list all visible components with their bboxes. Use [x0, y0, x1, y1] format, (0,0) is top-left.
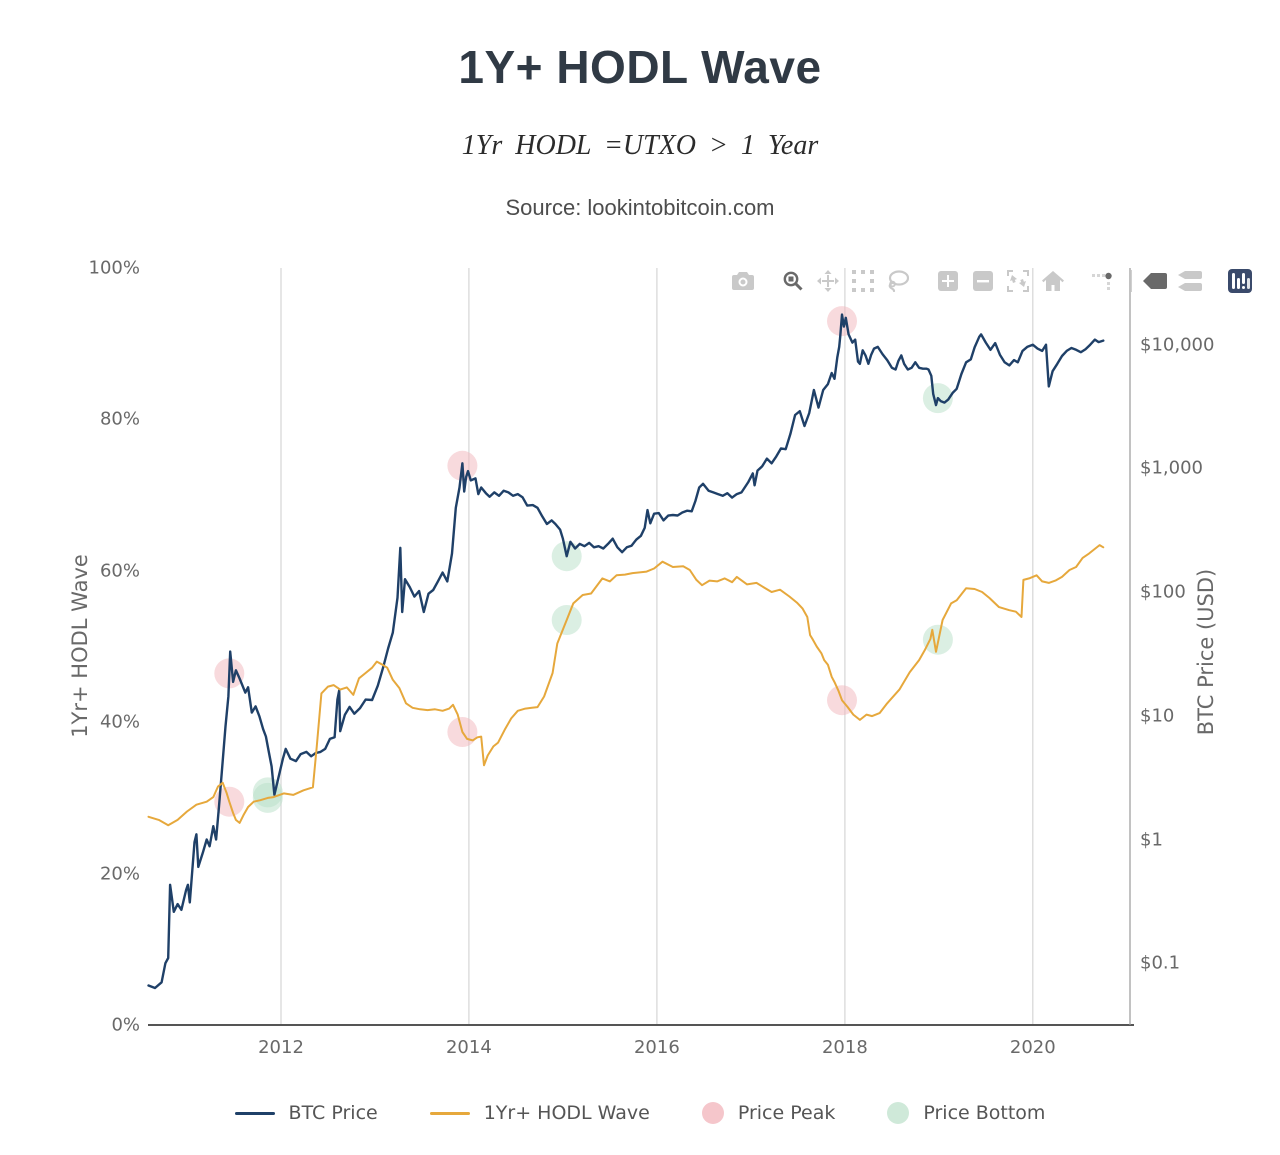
x-tick: 2018 — [821, 1037, 868, 1058]
legend-item-1[interactable]: 1Yr+ HODL Wave — [429, 1102, 650, 1124]
y-left-tick: 40% — [99, 711, 140, 733]
y-left-tick: 80% — [99, 408, 140, 430]
lasso-icon[interactable] — [886, 268, 910, 294]
y-left-tick: 100% — [88, 257, 140, 279]
spikelines-icon[interactable] — [1091, 268, 1115, 294]
legend-label: BTC Price — [288, 1102, 378, 1124]
camera-icon[interactable] — [731, 268, 755, 294]
legend-label: Price Peak — [737, 1102, 836, 1124]
y-left-tick: 60% — [99, 560, 140, 582]
legend-dot-swatch — [701, 1102, 724, 1124]
zoom-icon[interactable] — [781, 268, 805, 294]
plotly-modebar — [720, 268, 1252, 294]
modebar-divider — [1131, 270, 1132, 292]
hover-closest-icon[interactable] — [1143, 268, 1167, 294]
y-axis-right-title: BTC Price (USD) — [1194, 568, 1218, 736]
legend-label: 1Yr+ HODL Wave — [483, 1102, 650, 1124]
chart-subtitle: 1Yr HODL =UTXO > 1 Year — [461, 130, 819, 161]
zoom-out-icon[interactable] — [971, 268, 995, 294]
x-tick: 2020 — [1009, 1037, 1056, 1058]
source-text: Source: lookintobitcoin.com — [505, 195, 775, 220]
home-icon[interactable] — [1041, 268, 1065, 294]
legend-label: Price Bottom — [923, 1102, 1046, 1124]
x-tick: 2016 — [633, 1037, 680, 1058]
plotly-logo-icon[interactable] — [1228, 268, 1252, 294]
legend-dot-swatch — [887, 1102, 910, 1124]
y-right-tick: $0.1 — [1140, 952, 1181, 974]
x-tick: 2012 — [258, 1037, 304, 1058]
legend-item-0[interactable]: BTC Price — [234, 1102, 378, 1124]
zoom-in-icon[interactable] — [936, 268, 960, 294]
box-select-icon[interactable] — [851, 268, 875, 294]
y-right-tick: $100 — [1140, 581, 1186, 603]
autoscale-icon[interactable] — [1006, 268, 1030, 294]
legend-item-2[interactable]: Price Peak — [701, 1102, 836, 1124]
legend-item-3[interactable]: Price Bottom — [887, 1102, 1045, 1124]
y-left-tick: 0% — [111, 1014, 140, 1036]
legend-line-swatch — [234, 1111, 275, 1115]
y-left-tick: 20% — [99, 863, 140, 885]
legend: BTC Price 1Yr+ HODL Wave Price Peak Price B… — [0, 1102, 1280, 1124]
chart-title: 1Y+ HODL Wave — [458, 41, 822, 93]
pan-icon[interactable] — [816, 268, 840, 294]
plot-area[interactable] — [148, 268, 1130, 1025]
y-right-tick: $1,000 — [1140, 457, 1203, 479]
legend-line-swatch — [429, 1111, 470, 1115]
y-right-tick: $10 — [1140, 705, 1175, 727]
hover-compare-icon[interactable] — [1178, 268, 1202, 294]
y-right-tick: $10,000 — [1140, 334, 1215, 356]
y-axis-left-title: 1Yr+ HODL Wave — [68, 554, 92, 738]
y-right-tick: $1 — [1140, 829, 1163, 850]
x-tick: 2014 — [445, 1037, 492, 1058]
